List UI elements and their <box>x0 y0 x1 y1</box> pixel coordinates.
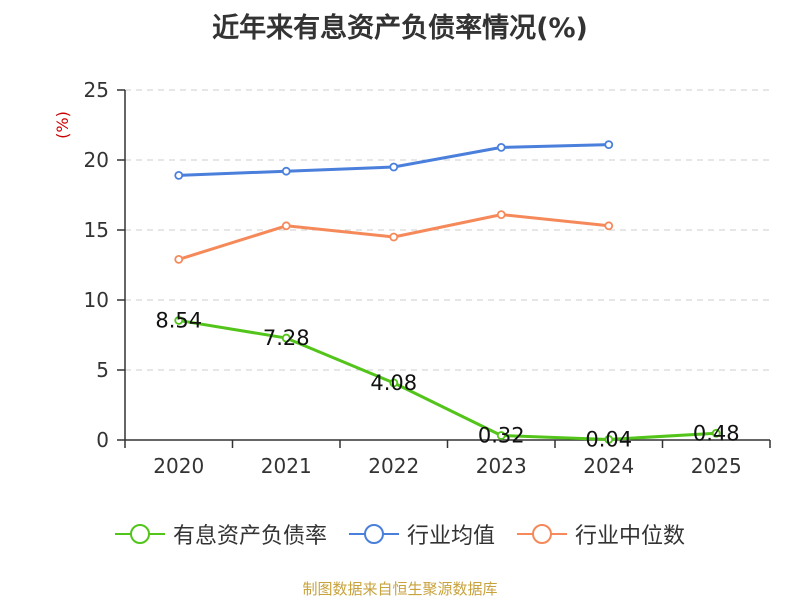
series-line-debt-ratio <box>178 318 717 441</box>
data-label: 8.54 <box>155 308 202 332</box>
data-label: 7.28 <box>263 326 310 350</box>
source-note: 制图数据来自恒生聚源数据库 <box>302 580 498 598</box>
legend-marker-industry-mean <box>348 524 399 544</box>
point-debt-ratio <box>281 333 291 343</box>
y-tick-label: 5 <box>96 358 109 382</box>
y-tick-label: 20 <box>84 148 109 172</box>
y-tick-label: 10 <box>84 288 109 312</box>
point-industry-mean <box>281 166 291 176</box>
legend-label-industry-median: 行业中位数 <box>575 524 686 549</box>
y-axis-label: (%) <box>53 111 72 139</box>
legend-label-debt-ratio: 有息资产负债率 <box>172 524 327 549</box>
point-industry-mean <box>174 170 184 180</box>
point-debt-ratio <box>389 378 399 388</box>
x-tick-label: 2022 <box>368 454 419 478</box>
x-tick-label: 2025 <box>691 454 742 478</box>
y-tick-label: 0 <box>96 428 109 452</box>
point-debt-ratio <box>174 316 184 325</box>
data-label: 4.08 <box>370 371 417 395</box>
data-label: 0.04 <box>585 427 632 451</box>
point-industry-median <box>281 221 291 231</box>
point-industry-mean <box>604 140 614 150</box>
point-industry-median <box>604 221 614 231</box>
chart-title: 近年来有息资产负债率情况(%) <box>212 13 588 44</box>
data-label: 0.48 <box>693 421 740 445</box>
x-tick-label: 2021 <box>261 454 312 478</box>
point-debt-ratio <box>604 435 614 444</box>
legend-item-debt-ratio[interactable]: 有息资产负债率 <box>114 518 327 550</box>
point-industry-median <box>174 254 184 264</box>
legend-marker-industry-median <box>517 524 567 544</box>
legend-marker-debt-ratio <box>114 524 165 544</box>
legend-item-industry-mean[interactable]: 行业均值 <box>348 518 495 550</box>
legend-item-industry-median[interactable]: 行业中位数 <box>517 518 685 550</box>
point-industry-median <box>496 210 506 220</box>
data-label: 0.32 <box>478 424 525 448</box>
legend-label-industry-mean: 行业均值 <box>406 524 495 549</box>
x-tick-label: 2020 <box>153 454 204 478</box>
point-debt-ratio <box>496 431 506 440</box>
x-tick-label: 2024 <box>583 454 634 478</box>
point-industry-mean <box>389 162 399 172</box>
y-tick-label: 15 <box>84 218 109 242</box>
point-industry-median <box>389 232 399 242</box>
point-debt-ratio <box>711 428 721 438</box>
point-industry-mean <box>496 142 506 152</box>
x-tick-label: 2023 <box>476 454 527 478</box>
y-tick-label: 25 <box>84 78 109 102</box>
legend: 有息资产负债率 行业均值 行业中位数 <box>0 518 800 550</box>
